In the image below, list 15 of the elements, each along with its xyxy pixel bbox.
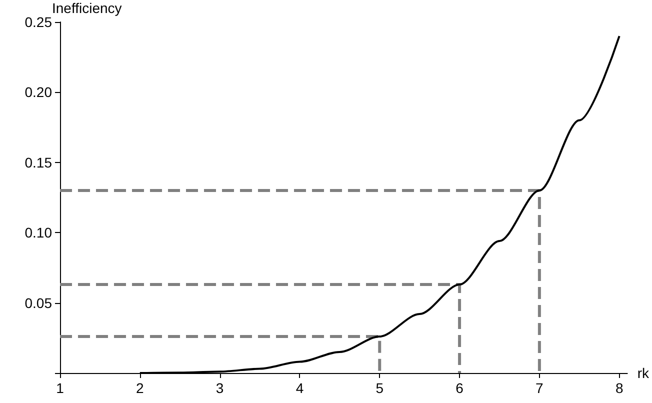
y-axis-title: Inefficiency: [52, 0, 122, 16]
x-tick-label: 7: [536, 380, 544, 396]
x-tick-label: 4: [296, 380, 304, 396]
y-tick-label: 0.05: [24, 294, 52, 311]
x-tick-label: 1: [56, 380, 64, 396]
y-tick-label: 0.25: [24, 14, 52, 30]
y-tick-label: 0.15: [24, 154, 52, 170]
x-tick-label: 3: [216, 380, 224, 396]
x-tick-label: 6: [456, 380, 464, 396]
x-axis-title: rk: [637, 365, 650, 381]
y-tick-label: 0.20: [24, 84, 52, 100]
y-tick-label: 0.10: [24, 224, 52, 241]
x-tick-label: 8: [615, 380, 624, 396]
x-tick-label: 5: [376, 380, 384, 396]
x-tick-label: 2: [136, 380, 144, 396]
